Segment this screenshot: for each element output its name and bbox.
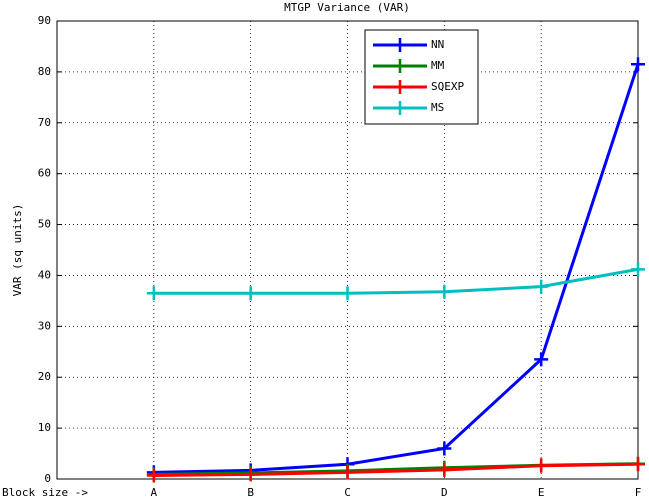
y-tick-label: 30 bbox=[38, 319, 51, 332]
legend-label: MM bbox=[431, 59, 445, 72]
series-line bbox=[153, 63, 640, 474]
marker bbox=[437, 284, 452, 299]
series-line bbox=[153, 267, 639, 295]
y-tick-label: 90 bbox=[38, 14, 51, 27]
legend-marker bbox=[393, 80, 407, 94]
x-tick-label: D bbox=[441, 486, 448, 499]
marker bbox=[631, 457, 645, 472]
series-line bbox=[153, 462, 639, 477]
marker bbox=[631, 57, 645, 72]
marker bbox=[340, 465, 355, 480]
chart-title: MTGP Variance (VAR) bbox=[284, 1, 410, 14]
marker bbox=[534, 352, 549, 367]
x-tick-label: F bbox=[635, 486, 642, 499]
y-tick-label: 70 bbox=[38, 116, 51, 129]
y-tick-label: 0 bbox=[44, 472, 51, 485]
x-tick-label: E bbox=[538, 486, 545, 499]
y-axis-label: VAR (sq units) bbox=[11, 204, 24, 297]
x-tick-label: A bbox=[151, 486, 158, 499]
marker bbox=[534, 279, 549, 294]
marker bbox=[631, 262, 645, 277]
marker bbox=[437, 441, 452, 456]
marker bbox=[437, 462, 452, 477]
y-tick-label: 20 bbox=[38, 370, 51, 383]
x-tick-label: C bbox=[344, 486, 351, 499]
series bbox=[146, 457, 645, 483]
marker bbox=[243, 286, 258, 301]
legend-marker bbox=[393, 101, 407, 115]
legend-label: NN bbox=[431, 38, 444, 51]
y-tick-label: 10 bbox=[38, 421, 51, 434]
marker bbox=[146, 468, 161, 483]
y-tick-label: 40 bbox=[38, 268, 51, 281]
y-tick-label: 50 bbox=[38, 218, 51, 231]
legend-label: SQEXP bbox=[431, 80, 464, 93]
series bbox=[146, 262, 645, 301]
y-tick-label: 60 bbox=[38, 167, 51, 180]
legend-marker bbox=[393, 59, 407, 73]
marker bbox=[534, 458, 549, 473]
y-tick-label: 80 bbox=[38, 65, 51, 78]
x-tick-label: B bbox=[247, 486, 254, 499]
marker bbox=[146, 286, 161, 301]
legend-label: MS bbox=[431, 101, 444, 114]
marker bbox=[243, 467, 258, 482]
legend: NN MM SQEXP MS bbox=[364, 29, 479, 125]
marker bbox=[340, 286, 355, 301]
x-tick-label: Block size -> bbox=[2, 486, 88, 499]
legend-marker bbox=[393, 38, 407, 52]
